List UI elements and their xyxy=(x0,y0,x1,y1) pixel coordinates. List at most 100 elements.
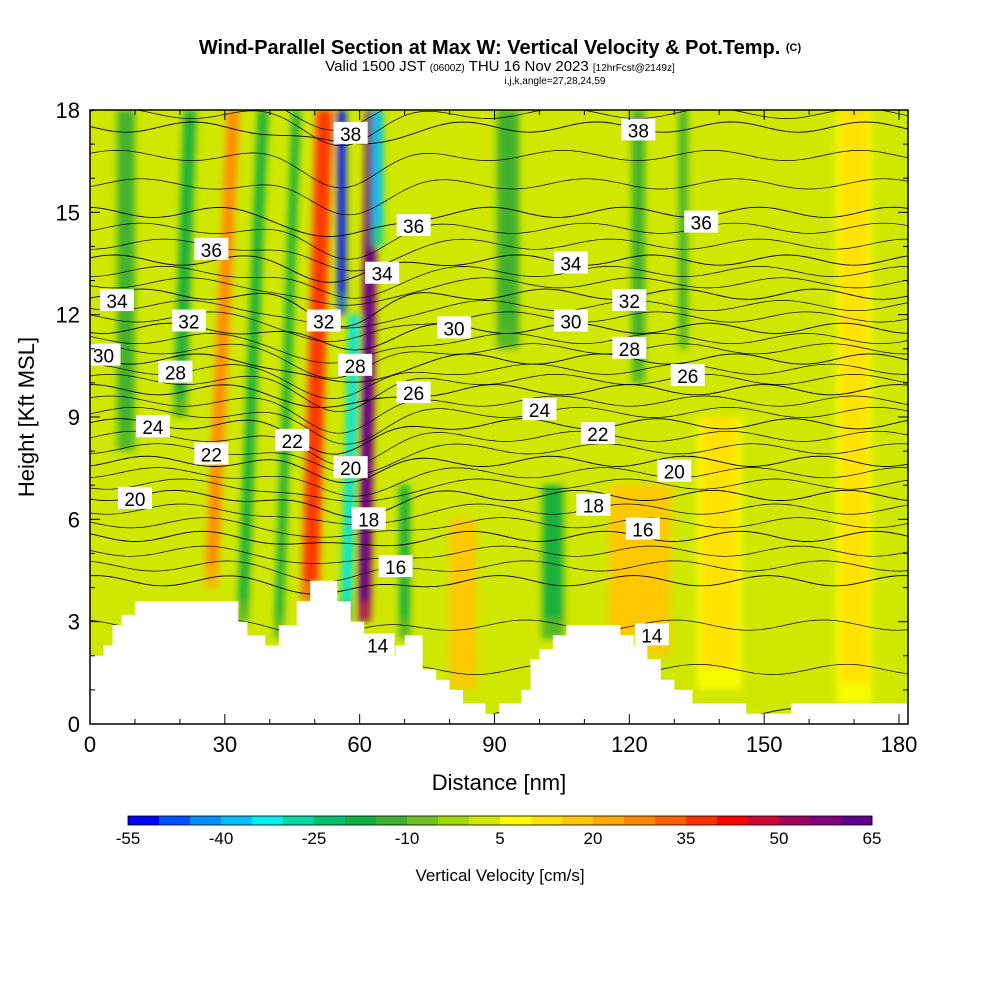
axis-ticks xyxy=(89,109,908,725)
colorbar-segment xyxy=(841,816,873,825)
contour-label-text: 26 xyxy=(677,367,698,388)
contour-label: 36 xyxy=(396,213,431,238)
contour-label-text: 32 xyxy=(178,312,199,333)
contour-label-text: 38 xyxy=(628,121,649,142)
colorbar-tick-label: -10 xyxy=(395,829,420,848)
theta-contour-minor xyxy=(90,311,908,342)
contour-label: 18 xyxy=(576,493,611,518)
contour-label-text: 24 xyxy=(529,401,551,422)
contour-label-bg xyxy=(684,210,719,233)
title-block: Wind-Parallel Section at Max W: Vertical… xyxy=(0,36,1000,87)
contour-label-text: 30 xyxy=(443,319,464,340)
contour-label: 30 xyxy=(553,309,588,333)
contour-label-text: 34 xyxy=(372,265,394,286)
contour-label-bg xyxy=(99,289,134,312)
downdraft-cell-core xyxy=(338,110,346,295)
colorbar-tick-label: 5 xyxy=(495,829,504,848)
colorbar-segment xyxy=(500,816,532,825)
contour-label-bg xyxy=(194,237,229,260)
theta-contour-minor xyxy=(90,503,908,525)
updraft-cell-core xyxy=(701,417,738,670)
theta-contour-minor xyxy=(90,478,908,503)
colorbar-segment xyxy=(593,816,625,825)
downdraft-cell-core xyxy=(275,110,300,619)
colorbar-segment xyxy=(717,816,749,825)
theta-contour-26 xyxy=(90,384,908,408)
theta-contour-minor xyxy=(90,333,908,364)
x-axis-title: Distance [nm] xyxy=(432,770,567,795)
contour-label: 24 xyxy=(135,415,170,439)
valid-suffix: THU 16 Nov 2023 xyxy=(468,58,589,75)
contour-label-text: 32 xyxy=(313,312,334,333)
colorbar xyxy=(127,815,873,826)
theta-contour-22 xyxy=(90,455,908,484)
theta-contour-24 xyxy=(90,418,908,455)
contour-label-bg xyxy=(553,251,588,274)
contour-labels: 38 38 36 36 36 34 34 34 32 32 32 30 30 30 28 28 28 26 26 24… xyxy=(90,118,719,658)
x-tick-label: 90 xyxy=(482,732,506,757)
y-tick-label: 9 xyxy=(68,405,80,430)
chart-title-main: Wind-Parallel Section at Max W: Vertical… xyxy=(198,37,781,59)
contour-label: 32 xyxy=(612,289,647,313)
colorbar-frame xyxy=(127,815,873,826)
contour-label: 28 xyxy=(338,353,373,378)
y-tick-label: 12 xyxy=(56,303,80,328)
colorbar-segment xyxy=(531,816,563,825)
contour-label-text: 22 xyxy=(282,432,303,453)
colorbar-segment xyxy=(376,816,408,825)
contour-label-bg xyxy=(135,415,170,438)
x-tick-label: 60 xyxy=(347,732,371,757)
contour-label-text: 24 xyxy=(142,418,164,439)
theta-contour-minor xyxy=(90,222,908,260)
theta-contour-minor xyxy=(90,430,908,467)
downdraft-cell-core xyxy=(632,110,644,363)
x-tick-label: 120 xyxy=(611,732,648,757)
y-tick-label: 15 xyxy=(56,200,80,225)
y-tick-label: 18 xyxy=(56,98,80,123)
contour-label-bg xyxy=(365,261,400,284)
theta-contour-30 xyxy=(90,322,908,351)
contour-label-bg xyxy=(306,309,341,332)
contour-label-bg xyxy=(333,121,368,144)
theta-contour-minor xyxy=(90,178,908,216)
forecast-info: [12hrFcst@2149z] xyxy=(592,63,675,74)
contour-label: 16 xyxy=(625,517,660,542)
colorbar-segment xyxy=(252,816,284,825)
theta-contour-minor xyxy=(90,395,908,434)
colorbar-segment xyxy=(624,816,656,825)
contour-label: 30 xyxy=(90,343,121,368)
contour-label-text: 36 xyxy=(201,241,222,262)
theta-contour-28 xyxy=(90,353,908,383)
contour-label: 14 xyxy=(634,623,669,647)
contour-label-text: 28 xyxy=(165,364,186,385)
theta-contour-32 xyxy=(90,288,908,328)
contour-label-bg xyxy=(612,336,647,359)
colorbar-segment xyxy=(407,816,439,825)
contour-label-bg xyxy=(437,316,472,339)
theta-contour-20 xyxy=(90,489,908,518)
theta-contour-36 xyxy=(90,206,908,237)
contour-label-text: 26 xyxy=(403,384,424,405)
contour-label-text: 14 xyxy=(641,626,663,647)
contour-label: 16 xyxy=(378,555,413,579)
colorbar-segment xyxy=(779,816,811,825)
downdraft-cell-core xyxy=(400,485,410,619)
x-tick-label: 150 xyxy=(746,732,783,757)
contour-label-bg xyxy=(612,289,647,312)
contour-label-text: 20 xyxy=(664,463,685,484)
theta-contour-minor xyxy=(90,545,908,564)
theta-contour-minor xyxy=(90,343,908,379)
colorbar-tick-label: -55 xyxy=(116,829,141,848)
valid-utc: (0600Z) xyxy=(429,63,465,74)
grid-indices: i,j,k,angle=27,28,24,59 xyxy=(504,76,606,87)
colorbar-segment xyxy=(810,816,842,825)
x-tick-labels: 0 30 60 90 120 150 180 xyxy=(84,732,917,757)
theta-contour-minor xyxy=(90,300,908,329)
colorbar-tick-label: 35 xyxy=(677,829,696,848)
colorbar-segment xyxy=(438,816,470,825)
contour-label-bg xyxy=(657,459,692,482)
contour-label-bg xyxy=(333,456,368,479)
theta-contour-18 xyxy=(90,530,908,547)
contour-label-bg xyxy=(117,486,152,509)
